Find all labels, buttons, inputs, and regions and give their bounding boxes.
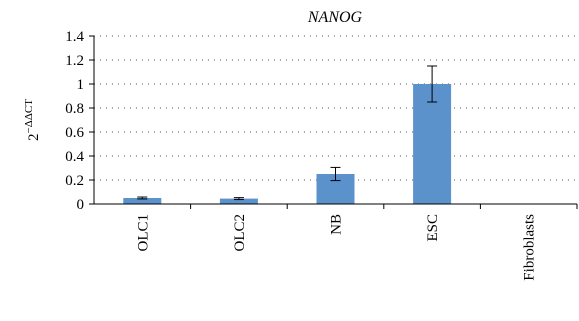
y-axis-label: 2−ΔΔCT [23, 99, 42, 141]
x-tick-label-nb: NB [329, 214, 345, 235]
bar-olc2 [219, 198, 258, 204]
x-tick-label-olc1: OLC1 [135, 214, 151, 252]
x-tick-label-olc2: OLC2 [232, 214, 248, 252]
gridlines [94, 35, 577, 181]
y-axis-ticks: 0 0.2 0.4 0.6 0.8 1 1.2 1.4 [65, 29, 94, 213]
error-bars [137, 65, 438, 201]
error-bar-nb [330, 166, 341, 182]
y-tick-label: 1.4 [65, 29, 84, 45]
x-axis-ticks: OLC1 OLC2 NB ESC Fibroblasts [135, 204, 578, 281]
error-bar-olc1 [137, 196, 148, 200]
y-tick-label: 0.6 [65, 125, 84, 141]
error-bar-esc [427, 65, 438, 103]
x-tick-label-fibroblasts: Fibroblasts [522, 214, 538, 281]
y-tick-label: 1 [77, 77, 85, 93]
y-tick-label: 0 [77, 197, 85, 213]
bars [123, 84, 452, 204]
y-tick-label: 0.2 [65, 173, 84, 189]
y-tick-label: 0.8 [65, 101, 84, 117]
y-tick-label: 1.2 [65, 53, 84, 69]
bar-esc [413, 84, 452, 204]
chart-title: NANOG [307, 9, 363, 26]
x-tick-label-esc: ESC [425, 214, 441, 242]
y-tick-label: 0.4 [65, 149, 84, 165]
bar-olc1 [123, 198, 162, 204]
error-bar-olc2 [233, 197, 244, 201]
